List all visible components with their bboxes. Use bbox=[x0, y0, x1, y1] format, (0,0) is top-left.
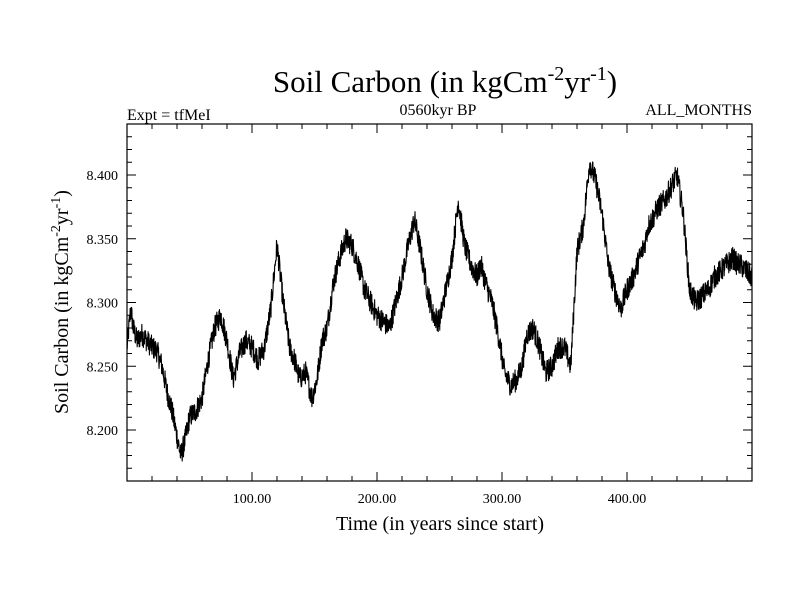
y-tick-label: 8.250 bbox=[87, 360, 119, 375]
y-label-mid: yr bbox=[51, 208, 73, 225]
x-tick-label: 400.00 bbox=[608, 492, 647, 507]
y-label-sup2: -1 bbox=[49, 197, 64, 209]
y-label-sup1: -2 bbox=[49, 225, 64, 237]
y-axis-label: Soil Carbon (in kgCm-2yr-1) bbox=[49, 190, 73, 414]
subtitle-right: ALL_MONTHS bbox=[645, 102, 752, 119]
chart-title-main: Soil Carbon (in kgCm bbox=[273, 64, 548, 99]
subtitle-left: Expt = tfMeI bbox=[127, 107, 211, 124]
x-axis-label: Time (in years since start) bbox=[336, 513, 544, 535]
y-tick-label: 8.400 bbox=[87, 169, 119, 184]
x-tick-label: 200.00 bbox=[358, 492, 397, 507]
x-tick-label: 300.00 bbox=[483, 492, 522, 507]
chart-title-mid: yr bbox=[564, 64, 591, 99]
y-label-main: Soil Carbon (in kgCm bbox=[51, 236, 73, 414]
y-tick-label: 8.350 bbox=[87, 233, 119, 248]
chart-title-end: ) bbox=[607, 64, 617, 99]
y-tick-label: 8.300 bbox=[87, 297, 119, 312]
line-layer bbox=[126, 161, 753, 462]
y-tick-label: 8.200 bbox=[87, 424, 119, 439]
series-line bbox=[126, 161, 753, 462]
subtitle-center: 0560kyr BP bbox=[400, 102, 477, 119]
chart-title-sup2: -1 bbox=[590, 63, 607, 85]
ticks-layer: 100.00 200.00 300.00 400.00 8.200 8.250 8.300 8… bbox=[87, 123, 752, 507]
x-tick-label: 100.00 bbox=[233, 492, 272, 507]
plot-frame bbox=[126, 123, 753, 482]
chart-title: Soil Carbon (in kgCm-2yr-1) bbox=[273, 63, 617, 99]
y-label-end: ) bbox=[51, 190, 73, 197]
chart-title-sup1: -2 bbox=[548, 63, 565, 85]
